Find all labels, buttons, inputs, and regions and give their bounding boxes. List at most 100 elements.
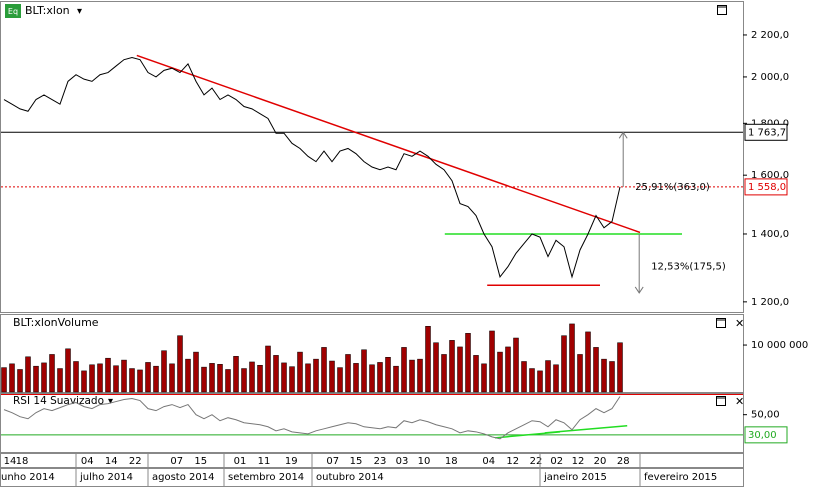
volume-bar <box>217 364 223 393</box>
volume-bar <box>273 355 279 393</box>
volume-bar <box>401 347 407 393</box>
volume-bar <box>161 350 167 393</box>
volume-bar <box>185 358 191 393</box>
volume-bar <box>345 354 351 393</box>
volume-bar <box>105 357 111 393</box>
month-label: outubro 2014 <box>316 472 384 483</box>
y-tick-label: 2 000,0 <box>751 72 789 83</box>
volume-bar <box>497 351 503 393</box>
volume-bar <box>593 347 599 393</box>
volume-bar <box>209 363 215 393</box>
x-tick-label: 23 <box>374 456 387 467</box>
trendline <box>136 54 641 234</box>
panel-title[interactable]: RSI 14 Suavizado <box>13 395 104 407</box>
volume-bar <box>1 367 7 393</box>
volume-bar <box>281 362 287 393</box>
volume-bar <box>169 363 175 393</box>
volume-bar <box>545 360 551 393</box>
x-tick-label: 28 <box>617 456 630 467</box>
volume-bar <box>433 342 439 393</box>
x-tick-label: 22 <box>530 456 543 467</box>
y-tick-label: 1 200,0 <box>751 297 789 308</box>
month-label: fevereiro 2015 <box>644 472 717 483</box>
volume-bar <box>529 368 535 393</box>
level-label: 30,00 <box>748 430 777 441</box>
volume-bar <box>249 361 255 393</box>
close-button[interactable]: ✕ <box>735 395 744 408</box>
arrow-head <box>618 131 628 139</box>
volume-bar <box>385 357 391 393</box>
volume-bar <box>121 359 127 393</box>
volume-bar <box>481 363 487 393</box>
month-label: julho 2014 <box>79 472 133 483</box>
volume-bar <box>377 362 383 393</box>
volume-bar <box>297 351 303 393</box>
x-tick-label: 10 <box>418 456 431 467</box>
x-tick-label: 07 <box>326 456 339 467</box>
price-line <box>3 396 621 440</box>
x-tick-label: 11 <box>258 456 271 467</box>
x-tick-label: 18 <box>16 456 29 467</box>
window-buttons[interactable] <box>716 5 727 406</box>
volume-bar <box>17 369 23 393</box>
volume-bar <box>265 345 271 393</box>
x-tick-label: 19 <box>285 456 298 467</box>
volume-bar <box>601 358 607 393</box>
volume-bar <box>201 366 207 393</box>
volume-bar <box>289 366 295 393</box>
volume-bar <box>225 369 231 393</box>
dropdown-arrow[interactable]: ▾ <box>77 6 82 17</box>
x-tick-label: 22 <box>129 456 142 467</box>
volume-bar <box>257 364 263 393</box>
x-tick-label: 01 <box>234 456 247 467</box>
volume-bar <box>113 365 119 393</box>
volume-bar <box>57 368 63 393</box>
x-tick-label: 03 <box>396 456 409 467</box>
volume-bar <box>521 361 527 393</box>
volume-bar <box>145 362 151 393</box>
volume-bar <box>241 368 247 393</box>
month-label: unho 2014 <box>1 472 55 483</box>
app-icon <box>5 4 21 18</box>
volume-bar <box>409 359 415 393</box>
frames <box>0 1 744 487</box>
volume-bar <box>441 354 447 393</box>
volume-bar <box>569 323 575 393</box>
panel-title[interactable]: BLT:xlon <box>25 4 70 17</box>
panel-title: BLT:xlonVolume <box>13 316 99 329</box>
y-tick-label: 1 600,0 <box>751 170 789 181</box>
volume-bar <box>505 346 511 393</box>
level-label-box <box>744 123 788 141</box>
x-tick-label: 18 <box>445 456 458 467</box>
volume-bar <box>89 364 95 393</box>
measure-label: 25,91%(363,0) <box>635 182 710 193</box>
volume-bar <box>353 363 359 393</box>
price-line <box>3 57 621 279</box>
volume-bar <box>513 337 519 393</box>
volume-bar <box>153 365 159 393</box>
y-tick-label: 10 000 000 <box>751 340 808 351</box>
volume-bar <box>33 365 39 393</box>
volume-bar <box>553 364 559 393</box>
volume-bar <box>129 368 135 393</box>
volume-bar <box>137 369 143 393</box>
x-tick-label: 14 <box>4 456 17 467</box>
month-label: janeiro 2015 <box>543 472 607 483</box>
volume-bar <box>49 354 55 393</box>
volume-bar <box>97 363 103 393</box>
y-tick-label: 2 200,0 <box>751 30 789 41</box>
dropdown-arrow[interactable]: ▾ <box>108 396 113 407</box>
volume-bar <box>193 351 199 393</box>
volume-bar <box>337 367 343 393</box>
x-tick-label: 02 <box>550 456 563 467</box>
month-label: setembro 2014 <box>228 472 304 483</box>
volume-bar <box>329 360 335 393</box>
x-tick-label: 07 <box>170 456 183 467</box>
measure-label: 12,53%(175,5) <box>651 262 726 273</box>
volume-bar <box>233 356 239 393</box>
x-tick-label: 14 <box>105 456 118 467</box>
volume-bar <box>465 333 471 393</box>
close-button[interactable]: ✕ <box>735 317 744 330</box>
